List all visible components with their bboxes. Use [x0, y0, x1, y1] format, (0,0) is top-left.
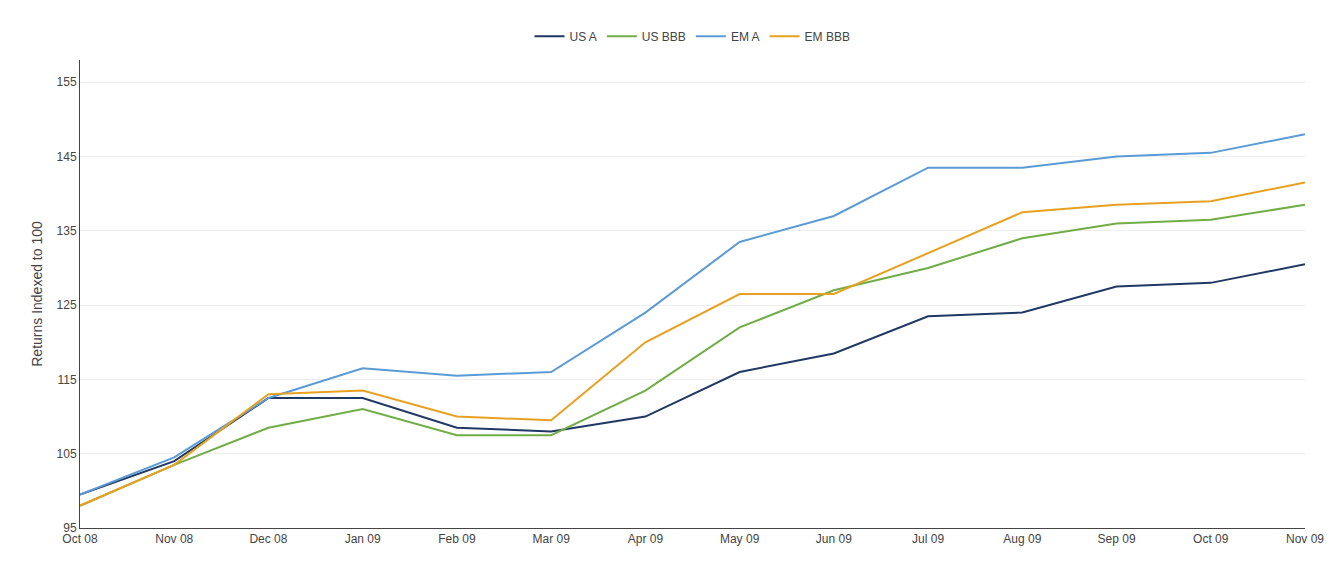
svg-text:Jul 09: Jul 09: [912, 532, 944, 546]
svg-text:US A: US A: [570, 30, 597, 44]
svg-text:Nov 09: Nov 09: [1286, 532, 1324, 546]
svg-text:May 09: May 09: [720, 532, 760, 546]
svg-text:135: 135: [57, 224, 77, 238]
svg-text:145: 145: [57, 150, 77, 164]
svg-text:Aug 09: Aug 09: [1003, 532, 1041, 546]
svg-text:Apr 09: Apr 09: [628, 532, 664, 546]
svg-text:115: 115: [57, 373, 76, 387]
svg-text:US BBB: US BBB: [642, 30, 686, 44]
svg-text:Sep 09: Sep 09: [1098, 532, 1136, 546]
svg-text:95: 95: [63, 521, 77, 535]
svg-text:Mar 09: Mar 09: [532, 532, 570, 546]
svg-text:Feb 09: Feb 09: [438, 532, 476, 546]
svg-text:Jan 09: Jan 09: [345, 532, 381, 546]
svg-text:Dec 08: Dec 08: [249, 532, 287, 546]
svg-text:125: 125: [57, 298, 77, 312]
svg-text:155: 155: [57, 75, 77, 89]
svg-text:Oct 09: Oct 09: [1193, 532, 1229, 546]
svg-text:EM BBB: EM BBB: [805, 30, 850, 44]
svg-text:Nov 08: Nov 08: [155, 532, 193, 546]
svg-text:Returns Indexed to 100: Returns Indexed to 100: [29, 221, 45, 367]
svg-text:EM A: EM A: [731, 30, 760, 44]
svg-text:Oct 08: Oct 08: [62, 532, 98, 546]
svg-text:Jun 09: Jun 09: [816, 532, 852, 546]
svg-text:105: 105: [57, 447, 77, 461]
